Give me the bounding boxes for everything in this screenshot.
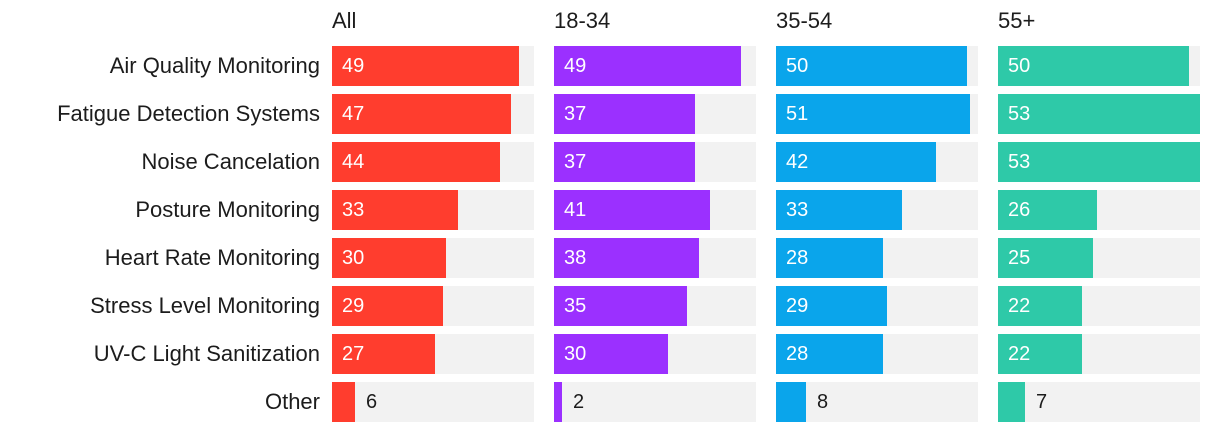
bar-35-54-posture-monitoring (776, 190, 902, 230)
data-label: 49 (564, 55, 587, 77)
bar-35-54-stress-level-monitoring (776, 286, 887, 326)
data-label: 29 (342, 295, 365, 317)
bar-18-34-uv-c-light-sanitization (554, 334, 668, 374)
data-label: 50 (1008, 55, 1031, 77)
bar-18-34-stress-level-monitoring (554, 286, 687, 326)
bar-18-34-posture-monitoring (554, 190, 710, 230)
bar-35-54-noise-cancelation (776, 142, 936, 182)
data-label: 25 (1008, 247, 1031, 269)
bar-55-air-quality-monitoring (998, 46, 1189, 86)
category-label-posture-monitoring: Posture Monitoring (135, 197, 320, 222)
bar-18-34-noise-cancelation (554, 142, 695, 182)
data-label: 28 (786, 343, 809, 365)
bar-35-54-fatigue-detection-systems (776, 94, 970, 134)
data-label: 51 (786, 103, 809, 125)
data-label: 42 (786, 151, 809, 173)
data-label: 53 (1008, 151, 1031, 173)
bar-55-noise-cancelation (998, 142, 1200, 182)
data-label: 53 (1008, 103, 1031, 125)
data-label: 7 (1036, 391, 1048, 413)
data-label: 37 (564, 103, 587, 125)
category-label-fatigue-detection-systems: Fatigue Detection Systems (57, 101, 320, 126)
bar-all-posture-monitoring (332, 190, 458, 230)
bar-track (554, 382, 756, 422)
bar-all-uv-c-light-sanitization (332, 334, 435, 374)
bar-55-other (998, 382, 1025, 422)
bar-18-34-other (554, 382, 562, 422)
data-label: 30 (342, 247, 365, 269)
bar-55-stress-level-monitoring (998, 286, 1082, 326)
bar-track (998, 382, 1200, 422)
bar-all-fatigue-detection-systems (332, 94, 511, 134)
data-label: 41 (564, 199, 587, 221)
category-label-heart-rate-monitoring: Heart Rate Monitoring (104, 245, 320, 270)
bar-35-54-heart-rate-monitoring (776, 238, 883, 278)
data-label: 30 (564, 343, 587, 365)
category-label-other: Other (264, 389, 320, 414)
bar-55-fatigue-detection-systems (998, 94, 1200, 134)
bar-all-other (332, 382, 355, 422)
bar-all-air-quality-monitoring (332, 46, 519, 86)
bar-18-34-heart-rate-monitoring (554, 238, 699, 278)
data-label: 37 (564, 151, 587, 173)
category-label-stress-level-monitoring: Stress Level Monitoring (90, 293, 320, 318)
bar-track (332, 382, 534, 422)
bar-55-heart-rate-monitoring (998, 238, 1093, 278)
bar-all-noise-cancelation (332, 142, 500, 182)
data-label: 2 (573, 391, 585, 413)
panel-title-18-34: 18-34 (554, 8, 611, 33)
panel-title-all: All (332, 8, 357, 33)
data-label: 35 (564, 295, 587, 317)
bar-35-54-other (776, 382, 806, 422)
data-label: 22 (1008, 343, 1031, 365)
data-label: 8 (817, 391, 829, 413)
data-label: 49 (342, 55, 365, 77)
category-label-noise-cancelation: Noise Cancelation (141, 149, 320, 174)
data-label: 33 (342, 199, 365, 221)
data-label: 22 (1008, 295, 1031, 317)
data-label: 27 (342, 343, 365, 365)
bar-track (776, 382, 978, 422)
bar-55-posture-monitoring (998, 190, 1097, 230)
data-label: 28 (786, 247, 809, 269)
panel-title-55: 55+ (998, 8, 1036, 33)
data-label: 38 (564, 247, 587, 269)
data-label: 44 (342, 151, 365, 173)
data-label: 50 (786, 55, 809, 77)
bar-18-34-air-quality-monitoring (554, 46, 741, 86)
data-label: 29 (786, 295, 809, 317)
data-label: 6 (366, 391, 378, 413)
data-label: 26 (1008, 199, 1031, 221)
bar-all-heart-rate-monitoring (332, 238, 446, 278)
bar-35-54-uv-c-light-sanitization (776, 334, 883, 374)
bar-35-54-air-quality-monitoring (776, 46, 967, 86)
category-label-air-quality-monitoring: Air Quality Monitoring (109, 53, 320, 78)
category-label-uv-c-light-sanitization: UV-C Light Sanitization (93, 341, 320, 366)
bar-18-34-fatigue-detection-systems (554, 94, 695, 134)
bar-55-uv-c-light-sanitization (998, 334, 1082, 374)
panel-title-35-54: 35-54 (776, 8, 833, 33)
data-label: 47 (342, 103, 365, 125)
data-label: 33 (786, 199, 809, 221)
bar-all-stress-level-monitoring (332, 286, 443, 326)
